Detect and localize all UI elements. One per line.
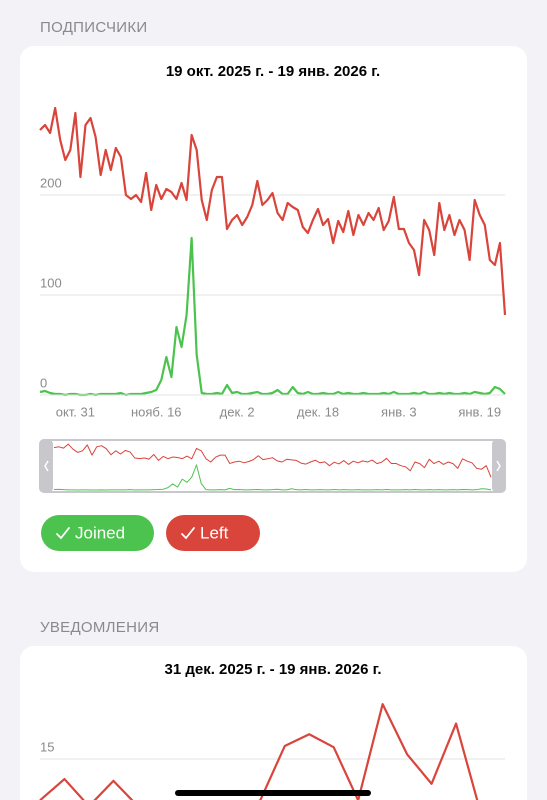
chart-title: 19 окт. 2025 г. - 19 янв. 2026 г. xyxy=(166,63,380,80)
x-tick-label: дек. 2 xyxy=(220,404,255,419)
navigator-handle[interactable] xyxy=(492,440,505,492)
card xyxy=(20,46,527,572)
y-tick-label: 0 xyxy=(40,375,47,390)
y-tick-label: 15 xyxy=(40,739,54,754)
legend-button[interactable]: Joined xyxy=(41,515,154,551)
line xyxy=(39,106,507,316)
chart-title: 31 дек. 2025 г. - 19 янв. 2026 г. xyxy=(164,661,381,678)
check-icon xyxy=(56,527,70,540)
navigator[interactable] xyxy=(39,439,506,493)
legend-button-bg xyxy=(166,515,260,551)
section-heading: ПОДПИСЧИКИ xyxy=(40,19,147,36)
navigator-line xyxy=(53,464,492,491)
home-indicator xyxy=(175,790,371,796)
y-tick-label: 100 xyxy=(40,275,62,290)
legend-button-bg xyxy=(41,515,154,551)
line xyxy=(39,236,506,397)
x-tick-label: окт. 31 xyxy=(56,404,95,419)
y-tick-label: 200 xyxy=(40,175,62,190)
legend-label: Joined xyxy=(75,523,125,542)
section-heading: УВЕДОМЛЕНИЯ xyxy=(40,619,159,636)
line xyxy=(39,703,479,800)
chevron xyxy=(496,460,501,472)
x-tick-label: янв. 19 xyxy=(458,404,501,419)
card xyxy=(20,646,527,800)
chart: 0 100 200 окт. 31 нояб. 16 дек. 2 дек. 18 янв. … xyxy=(39,106,507,551)
chart: 15 xyxy=(39,703,505,800)
navigator-line xyxy=(53,443,492,478)
check-icon xyxy=(181,527,195,540)
legend-label: Left xyxy=(200,523,229,542)
chevron xyxy=(44,460,49,472)
x-tick-label: янв. 3 xyxy=(381,404,417,419)
legend-button[interactable]: Left xyxy=(166,515,260,551)
navigator-handle[interactable] xyxy=(40,440,53,492)
x-tick-label: нояб. 16 xyxy=(131,404,182,419)
x-tick-label: дек. 18 xyxy=(297,404,339,419)
